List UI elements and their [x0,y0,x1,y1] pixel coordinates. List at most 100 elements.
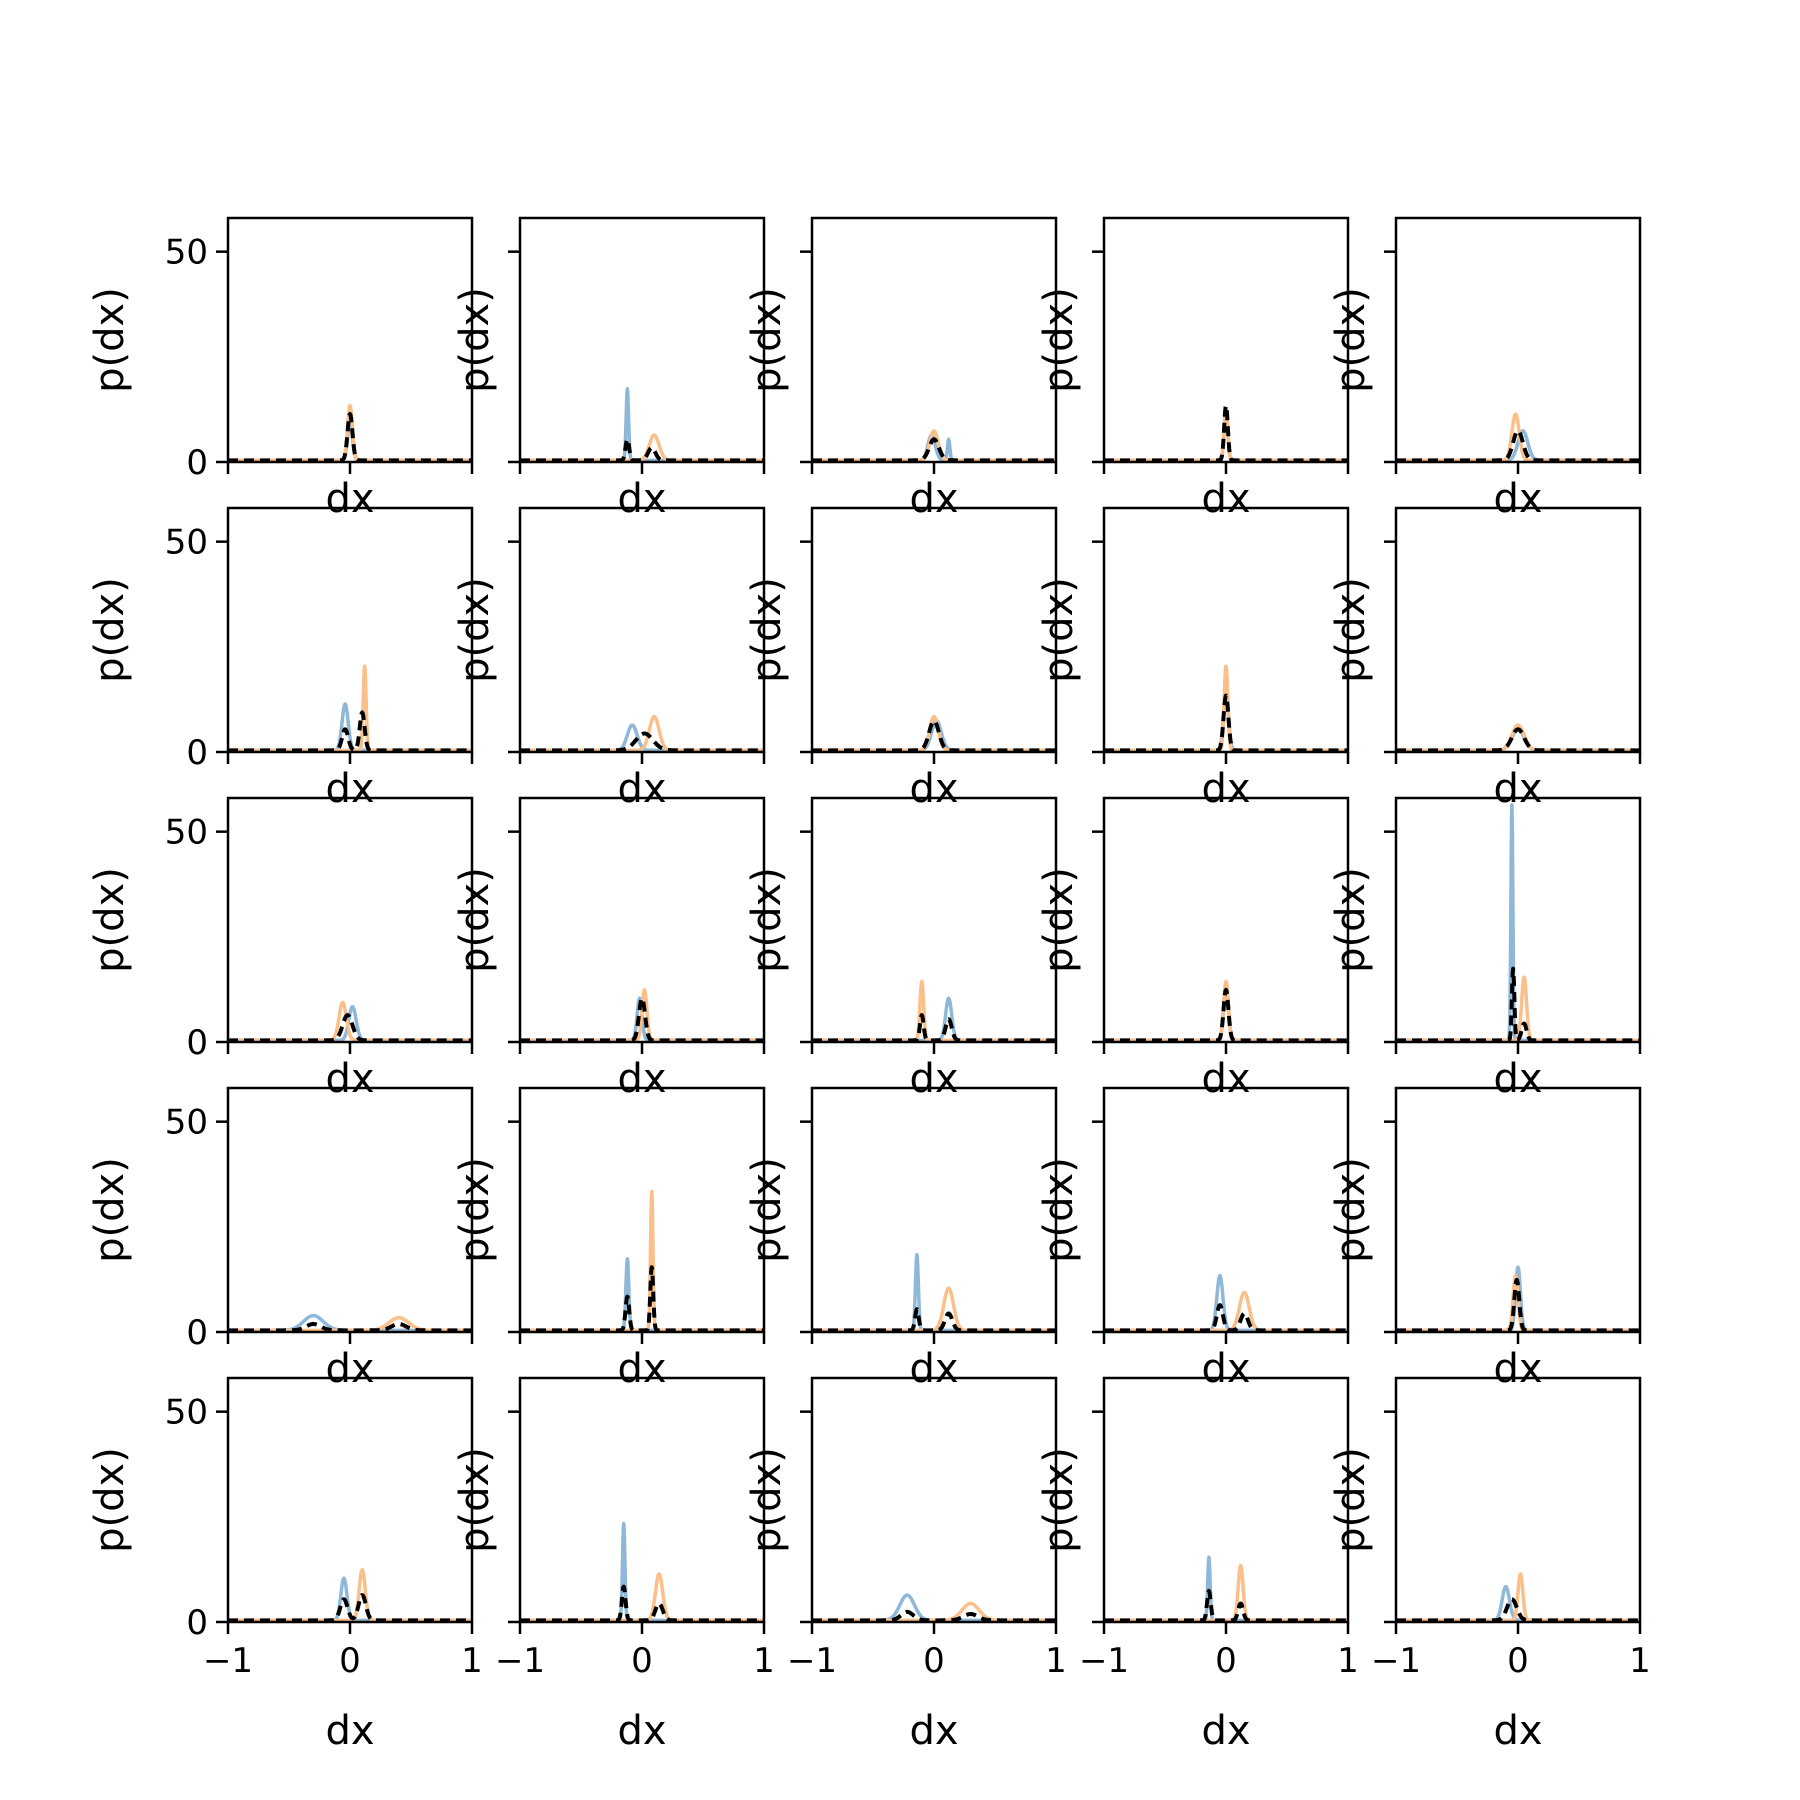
x-axis-label: dx [617,1708,666,1754]
xtick-label: 1 [753,1641,775,1681]
plot-area [228,1000,472,1042]
series-black-line [1396,966,1640,1042]
plot-area [1104,403,1348,462]
x-axis-label: dx [1201,1346,1250,1392]
series-black-line [1104,693,1348,752]
y-axis-label: p(dx) [452,287,498,393]
xtick-label: 1 [461,1641,483,1681]
series-blue-line [520,1257,764,1332]
panel-r1-c3: dx p(dx) [744,216,1058,522]
panel-r2-c5: dx p(dx) [1328,506,1642,812]
panel-r1-c5: dx p(dx) [1328,216,1642,522]
plot-area [812,979,1056,1042]
panel-r2-c3: dx p(dx) [744,506,1058,812]
xtick-label: 0 [923,1641,945,1681]
plot-area [812,1593,1056,1622]
series-blue-line [228,1313,472,1332]
xtick-label: 1 [1629,1641,1651,1681]
series-black-line [812,437,1056,462]
plot-area [1396,1265,1640,1332]
series-blue-line [1396,727,1640,752]
series-black-line [228,1013,472,1042]
ytick-label: 50 [165,523,208,563]
plot-area [520,1521,764,1622]
ytick-label: 50 [165,813,208,853]
panel-r5-c3: −1 0 1 dx p(dx) [744,1376,1067,1754]
x-axis-label: dx [617,476,666,522]
y-axis-label: p(dx) [452,867,498,973]
x-axis-label: dx [1493,1346,1542,1392]
series-black-line [1396,1277,1640,1332]
series-black-line [1104,403,1348,462]
series-black-line [812,1307,1056,1332]
xtick-label: 0 [1215,1641,1237,1681]
series-orange-line [812,1286,1056,1332]
axes-frame [810,796,1058,1044]
y-axis-label: p(dx) [87,1447,133,1553]
series-orange-line [1396,1572,1640,1622]
series-blue-line [520,1521,764,1622]
plot-area [1104,979,1348,1042]
axes-frame [226,796,474,1044]
x-axis-label: dx [1493,476,1542,522]
x-axis-label: dx [909,1346,958,1392]
y-axis-label: p(dx) [1328,287,1374,393]
panel-r4-c4: dx p(dx) [1036,1086,1350,1392]
panel-r4-c1: 0 50 dx p(dx) [87,1086,474,1392]
y-axis-label: p(dx) [744,577,790,683]
y-axis-label: p(dx) [452,577,498,683]
xtick-label: 1 [1045,1641,1067,1681]
axes-frame [518,216,766,464]
y-axis-label: p(dx) [1328,577,1374,683]
series-blue-line [812,1252,1056,1332]
panel-r4-c5: dx p(dx) [1328,1086,1642,1392]
series-black-line [228,412,472,462]
ytick-label: 0 [186,733,208,773]
series-black-line [812,718,1056,752]
x-axis-label: dx [909,766,958,812]
axes-frame [226,506,474,754]
axes-frame [1102,1376,1350,1624]
series-black-line [1104,1303,1348,1332]
panel-r1-c1: 0 50 dx p(dx) [87,216,474,522]
panel-r3-c2: dx p(dx) [452,796,766,1102]
y-axis-label: p(dx) [744,1447,790,1553]
plot-area [228,664,472,752]
panel-r4-c3: dx p(dx) [744,1086,1058,1392]
x-axis-label: dx [1201,1056,1250,1102]
series-black-line [1104,1588,1348,1622]
series-orange-line [812,1601,1056,1622]
y-axis-label: p(dx) [452,1447,498,1553]
plot-area [520,714,764,752]
y-axis-label: p(dx) [87,1157,133,1263]
panel-r2-c2: dx p(dx) [452,506,766,812]
x-axis-label: dx [325,1708,374,1754]
y-axis-label: p(dx) [1328,867,1374,973]
series-blue-line [812,1593,1056,1622]
axes-frame [1102,1086,1350,1334]
series-black-line [812,1013,1056,1042]
panel-r5-c4: −1 0 1 dx p(dx) [1036,1376,1359,1754]
panel-r1-c2: dx p(dx) [452,216,766,522]
y-axis-label: p(dx) [87,577,133,683]
axes-frame [810,1086,1058,1334]
plot-area [520,1189,764,1332]
ytick-label: 0 [186,1023,208,1063]
plot-area [1396,802,1640,1042]
plot-area [812,1252,1056,1332]
plot-area [1396,723,1640,752]
x-axis-label: dx [325,1346,374,1392]
series-black-line [228,710,472,752]
ytick-label: 50 [165,1103,208,1143]
xtick-label: 1 [1337,1641,1359,1681]
y-axis-label: p(dx) [744,1157,790,1263]
x-axis-label: dx [325,476,374,522]
x-axis-label: dx [909,476,958,522]
x-axis-label: dx [617,1346,666,1392]
plot-area [1104,1555,1348,1622]
series-black-line [520,437,764,462]
x-axis-label: dx [1493,766,1542,812]
series-blue-line [228,420,472,462]
